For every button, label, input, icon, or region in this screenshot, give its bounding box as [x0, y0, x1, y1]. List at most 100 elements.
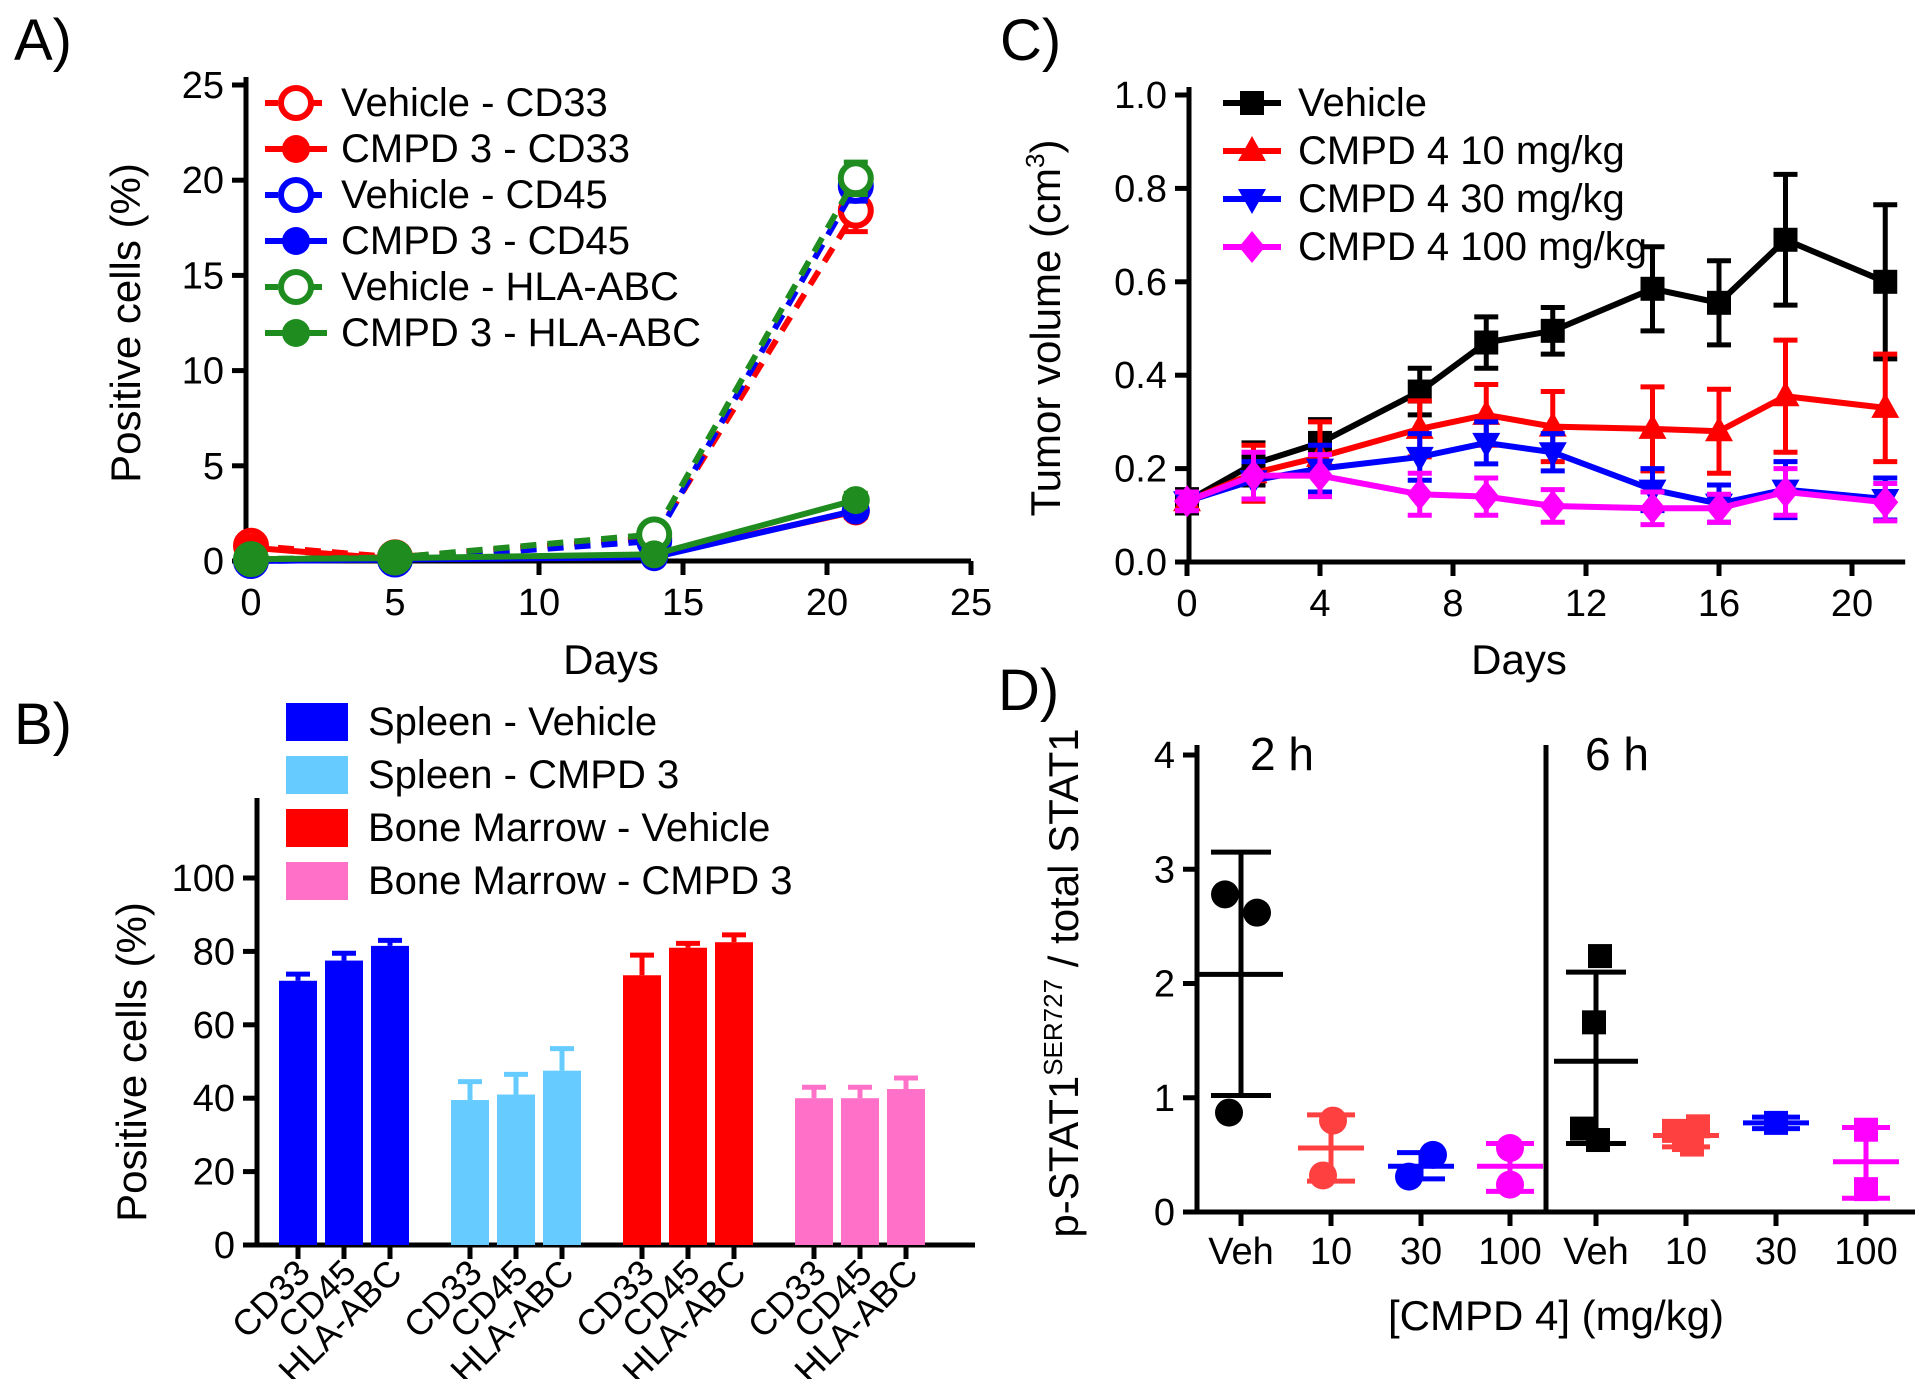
series-line: [250, 184, 859, 564]
group-6-h-100: 100: [1833, 1117, 1899, 1273]
marker-square: [1586, 1128, 1610, 1153]
marker-diamond: [1539, 489, 1566, 522]
x-tick-label: Veh: [1563, 1231, 1629, 1273]
marker-triangle-up: [1538, 411, 1567, 437]
series-cmpd-4-100-mg-kg: [1174, 449, 1899, 528]
legend-label: Vehicle - HLA-ABC: [341, 265, 679, 309]
x-tick-label: 10: [1310, 1231, 1352, 1273]
y-tick-label: 0.8: [1114, 168, 1167, 210]
bar: [451, 1100, 489, 1245]
marker-triangle-up: [1638, 413, 1667, 439]
marker-diamond: [1772, 475, 1799, 508]
y-tick-label: 0.4: [1114, 355, 1167, 397]
y-axis-title: Tumor volume (cm3): [1020, 140, 1069, 517]
y-tick-label: 0: [214, 1225, 235, 1267]
marker-circle: [640, 540, 669, 569]
marker-diamond: [1240, 459, 1267, 492]
bar: [325, 960, 363, 1245]
y-tick-label: 100: [172, 858, 235, 900]
marker-diamond: [1706, 492, 1732, 525]
panel-a: 0 5 10 15 20 25 0 5 10 15 20 25 Days Positive cells (…: [102, 65, 992, 683]
legend-label: Bone Marrow - CMPD 3: [368, 859, 793, 903]
y-tick-label: 20: [193, 1152, 235, 1194]
legend-label: CMPD 4 10 mg/kg: [1298, 129, 1625, 173]
marker-circle: [1395, 1162, 1423, 1191]
marker-diamond: [1473, 480, 1500, 513]
y-tick-label: 0: [203, 541, 224, 583]
y-tick-label: 0: [1154, 1192, 1175, 1234]
x-tick-label: 100: [1478, 1231, 1541, 1273]
marker-circle-open: [278, 85, 314, 121]
legend-label: Vehicle - CD33: [341, 81, 608, 125]
marker-circle-open: [837, 160, 874, 197]
y-tick-label: 2: [1154, 964, 1175, 1006]
bar: [623, 975, 661, 1245]
marker-circle-open: [278, 177, 314, 213]
x-tick-label: 25: [950, 582, 992, 624]
marker-triangle-up: [1238, 136, 1266, 161]
marker-circle: [1211, 880, 1239, 909]
panel-c: 0.0 0.2 0.4 0.6 0.8 1.0 0 4 8 12 16 20 Days Tumor vol…: [1020, 75, 1906, 683]
legend-label: Vehicle - CD45: [341, 173, 608, 217]
marker-triangle-up: [1705, 416, 1733, 442]
y-tick-label: 20: [182, 160, 224, 202]
y-tick-label: 60: [193, 1005, 235, 1047]
marker-diamond: [1174, 485, 1200, 518]
y-tick-label: 1.0: [1114, 75, 1167, 117]
group-6-h-10: 10: [1653, 1114, 1719, 1273]
marker-square: [1240, 91, 1264, 115]
bar: [669, 947, 707, 1245]
x-axis-title: Days: [1471, 636, 1567, 683]
panel-label-a: A): [14, 8, 72, 73]
x-tick-label: 15: [662, 582, 704, 624]
marker-circle: [1419, 1140, 1447, 1169]
marker-square: [1764, 1110, 1788, 1135]
legend-item-bone-marrow-vehicle: Bone Marrow - Vehicle: [286, 806, 770, 850]
marker-triangle-down: [1405, 446, 1434, 472]
marker-diamond: [1406, 478, 1433, 511]
legend-item-spleen-cmpd-3: Spleen - CMPD 3: [286, 753, 679, 797]
y-axis-title: p-STAT1SER727 / total STAT1: [1038, 728, 1087, 1237]
marker-diamond: [1639, 492, 1666, 525]
panel-b: 0 20 40 60 80 100 Positive cells (%) Spleen - V…: [108, 700, 975, 1384]
panel-d: 0 1 2 3 4 p-STAT1SER727 / total STAT1 [CMPD 4]…: [1038, 728, 1915, 1339]
panel-label-b: B): [14, 692, 72, 757]
y-tick-label: 25: [182, 65, 224, 107]
series-line: [250, 508, 857, 563]
x-axis-title: Days: [563, 636, 659, 683]
marker-square: [1640, 276, 1665, 301]
x-tick-label: 4: [1309, 583, 1330, 625]
marker-diamond: [1872, 486, 1899, 519]
section-2-h: 2 h Veh 10 30 100: [1199, 728, 1543, 1273]
bar: [715, 942, 753, 1245]
series-cmpd-3-hla-abc: [237, 486, 870, 574]
marker-circle: [1496, 1170, 1524, 1199]
marker-circle-open: [278, 269, 314, 305]
bar: [841, 1098, 879, 1245]
legend-item-vehicle: Vehicle: [1223, 81, 1427, 125]
x-tick-label: 20: [1831, 583, 1873, 625]
y-tick-label: 80: [193, 931, 235, 973]
marker-triangle-down: [1538, 442, 1567, 468]
marker-square: [1773, 227, 1798, 252]
legend-label: Bone Marrow - Vehicle: [368, 806, 770, 850]
series-cmpd-4-30-mg-kg: [1173, 419, 1900, 525]
legend-swatch: [286, 756, 348, 794]
y-tick-label: 15: [182, 255, 224, 297]
marker-square: [1854, 1117, 1878, 1142]
series-line: [1185, 472, 1886, 512]
series-line: [1185, 393, 1886, 505]
group-6-h-veh: Veh: [1554, 944, 1638, 1273]
legend-label: CMPD 4 30 mg/kg: [1298, 177, 1625, 221]
marker-square: [1680, 1132, 1704, 1157]
marker-circle: [1215, 1098, 1243, 1127]
marker-circle: [1496, 1134, 1524, 1163]
y-tick-label: 0.6: [1114, 262, 1167, 304]
legend-swatch: [286, 703, 348, 741]
legend-item-cmpd-4-30-mg-kg: CMPD 4 30 mg/kg: [1223, 177, 1625, 221]
marker-circle: [841, 486, 870, 515]
marker-circle: [1309, 1161, 1337, 1190]
section-6-h: 6 h Veh 10 30 100: [1554, 728, 1899, 1273]
